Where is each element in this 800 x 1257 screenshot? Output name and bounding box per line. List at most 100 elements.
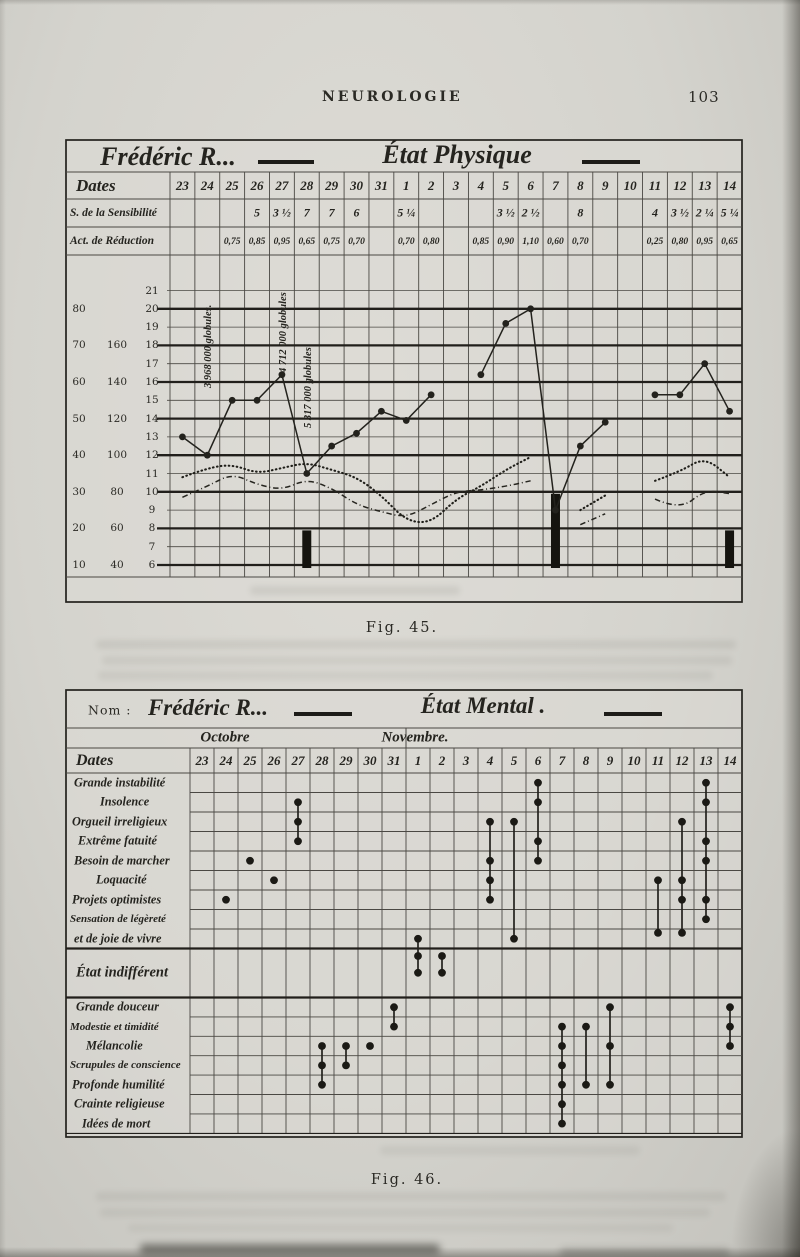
fig45-yaxis-inner-label: 13 xyxy=(145,430,159,443)
fig46-patient-name: Frédéric R... xyxy=(147,695,269,720)
fig45-globules-annotation: 3 968 000 globules. xyxy=(203,304,215,388)
fig45-sensibility-value: 3 ½ xyxy=(670,205,689,220)
fig46-category-label: Insolence xyxy=(100,794,150,809)
fig45-yaxis-middle-label: 140 xyxy=(106,376,128,388)
fig46-category-label: Extrême fatuité xyxy=(78,833,157,848)
fig45-reduction-value: 0,60 xyxy=(547,236,564,247)
data-point xyxy=(203,451,211,459)
fig45-yaxis-outer-label: 30 xyxy=(72,485,86,498)
title-rule xyxy=(604,712,662,716)
fig45-yaxis-outer-label: 70 xyxy=(72,339,86,352)
fig45-yaxis-outer-label: 20 xyxy=(72,522,86,535)
data-point xyxy=(576,442,584,450)
symptom-dot xyxy=(534,837,542,846)
symptom-dot xyxy=(510,817,518,826)
fig46-date-cell: 27 xyxy=(291,752,305,768)
symptom-dot xyxy=(486,817,494,826)
fig46-category-label: Crainte religieuse xyxy=(74,1096,165,1111)
symptom-dot xyxy=(390,1003,398,1012)
fig46-category-label: Grande instabilité xyxy=(74,775,166,790)
symptom-dot xyxy=(702,895,710,904)
fig45-yaxis-inner-label: 6 xyxy=(148,559,156,571)
fig45-date-cell: 1 xyxy=(403,178,410,193)
title-rule xyxy=(582,160,640,164)
fig46-grid xyxy=(65,689,743,1138)
fig45-date-cell: 5 xyxy=(502,178,509,193)
data-point xyxy=(179,433,186,441)
fig45-reduction-value: 0,65 xyxy=(298,236,316,247)
fig46-category-label: Idées de mort xyxy=(82,1116,151,1131)
fig45-reduction-value: 1,10 xyxy=(522,236,539,247)
fig46-date-cell: 23 xyxy=(195,752,209,768)
symptom-dot xyxy=(414,968,422,977)
symptom-dot xyxy=(678,929,686,937)
symptom-dot xyxy=(702,915,710,924)
fig45-yaxis-outer-label: 10 xyxy=(72,559,86,571)
fig45-date-cell: 27 xyxy=(275,178,289,193)
fig45-date-cell: 7 xyxy=(552,178,559,193)
title-rule xyxy=(258,160,314,164)
symptom-dot xyxy=(342,1061,350,1070)
fig45-date-cell: 30 xyxy=(350,178,364,193)
fig46-date-cell: 11 xyxy=(651,752,665,768)
symptom-dot xyxy=(246,856,254,865)
symptom-dot xyxy=(678,817,686,826)
symptom-dot xyxy=(726,1022,734,1031)
fig45-dotted-curve xyxy=(181,455,731,524)
symptom-dot xyxy=(486,856,494,865)
fig45-yaxis-inner-label: 20 xyxy=(145,302,159,315)
fig45-date-cell: 4 xyxy=(477,178,485,193)
symptom-dot xyxy=(486,895,494,904)
fig45-caption: Fig. 45. xyxy=(365,620,439,636)
fig46-date-cell: 28 xyxy=(315,752,329,768)
fig46-date-cell: 4 xyxy=(486,752,494,768)
symptom-dot xyxy=(606,1080,614,1089)
data-point xyxy=(527,305,535,313)
symptom-dot xyxy=(678,895,686,904)
fig46-date-cell: 2 xyxy=(438,752,446,768)
fig45-date-cell: 10 xyxy=(623,178,637,193)
fig45-yaxis-inner-label: 10 xyxy=(145,485,159,498)
data-point xyxy=(477,371,485,379)
event-bar xyxy=(725,530,735,568)
fig45-yaxis-outer-label: 50 xyxy=(72,412,86,425)
data-point xyxy=(278,371,286,379)
fig45-yaxis-middle-label: 160 xyxy=(106,339,128,352)
fig46-date-cell: 5 xyxy=(510,752,518,768)
fig45-main-curve xyxy=(179,305,733,514)
fig46-category-label: Sensation de légèreté xyxy=(70,913,166,926)
fig45-date-cell: 29 xyxy=(325,178,339,193)
fig45-date-cell: 2 xyxy=(427,178,435,193)
fig45-date-cell: 28 xyxy=(300,178,314,193)
fig45-yaxis-inner-label: 8 xyxy=(148,522,156,535)
symptom-dot xyxy=(726,1003,734,1012)
fig46-state-title: État Mental . xyxy=(420,693,546,718)
fig45-yaxis-outer-label: 40 xyxy=(72,449,86,462)
month-label: Octobre xyxy=(200,729,250,746)
data-point xyxy=(701,360,709,368)
fig45-sensibility-value: 5 ¼ xyxy=(397,205,416,220)
fig46-category-label: Orgueil irreligieux xyxy=(72,814,168,829)
fig45-yaxis-inner-label: 11 xyxy=(145,467,159,480)
journal-header: NEUROLOGIE xyxy=(322,89,463,105)
fig45-sensibility-value: 4 xyxy=(651,205,658,220)
symptom-dot xyxy=(534,856,542,865)
symptom-dot xyxy=(534,778,542,787)
fig46-category-label: Projets optimistes xyxy=(72,892,162,907)
fig45-yaxis-inner-label: 15 xyxy=(145,394,159,407)
fig46-date-cell: 26 xyxy=(267,752,281,768)
fig45-yaxis-inner-label: 17 xyxy=(145,357,159,370)
fig45-yaxis-inner-label: 14 xyxy=(145,412,159,425)
data-point xyxy=(552,506,559,514)
fig46-paper-panel xyxy=(66,690,742,1137)
data-point xyxy=(427,391,435,399)
fig45-sensibility-value: 2 ½ xyxy=(521,205,540,220)
title-rule xyxy=(294,712,352,716)
fig45-date-cell: 12 xyxy=(673,178,687,193)
symptom-dot xyxy=(702,778,710,787)
fig45-reduction-value: 0,85 xyxy=(248,236,266,247)
fig46-date-cell: 31 xyxy=(387,752,401,768)
fig46-date-cell: 25 xyxy=(243,752,257,768)
fig45-yaxis-inner-label: 9 xyxy=(148,504,156,517)
